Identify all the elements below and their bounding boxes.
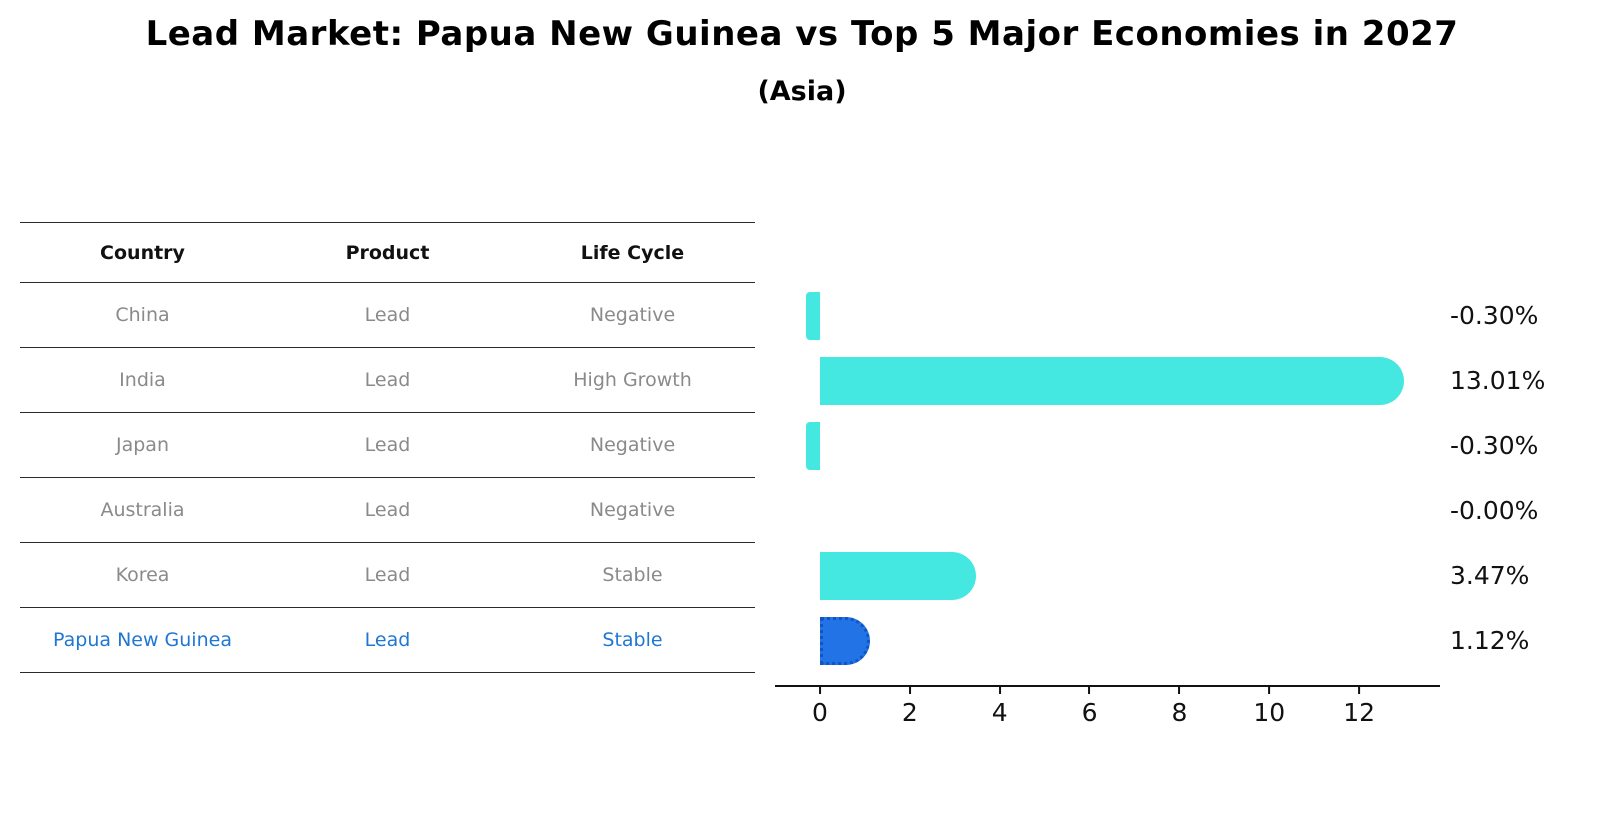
column-header: Life Cycle (580, 241, 685, 264)
bar-japan (806, 421, 820, 470)
bars-area (775, 283, 1440, 673)
value-labels-column: -0.30% 13.01% -0.30% -0.00% 3.47% 1.12% (1450, 222, 1604, 673)
table-cell-life-cycle: High Growth (573, 369, 692, 391)
country-table: Country Product Life Cycle China Lead Negati… (20, 222, 755, 673)
bar-value-label: -0.30% (1450, 301, 1539, 330)
table-cell-product: Lead (364, 564, 411, 586)
column-header: Country (100, 241, 185, 264)
tick-mark (1088, 687, 1091, 694)
table-cell-life-cycle: Stable (602, 629, 663, 651)
bar-value-label: 3.47% (1450, 561, 1530, 590)
table-cell-country: Japan (116, 434, 169, 456)
bar-value-label: 13.01% (1450, 366, 1546, 395)
tick-label: 12 (1343, 698, 1376, 727)
tick-mark (1178, 687, 1181, 694)
x-axis-tick: 2 (902, 687, 918, 727)
table-header-row: Country Product Life Cycle (20, 222, 755, 283)
bar-row (775, 543, 1440, 608)
tick-label: 10 (1253, 698, 1286, 727)
column-header: Product (345, 241, 430, 264)
tick-label: 2 (901, 698, 918, 727)
bar-value-label: -0.00% (1450, 496, 1539, 525)
table-cell-country: India (119, 369, 166, 391)
bar-row (775, 608, 1440, 673)
table-row: India Lead High Growth (20, 348, 755, 413)
bar-row (775, 283, 1440, 348)
table-cell-life-cycle: Negative (589, 434, 676, 456)
table-row: Australia Lead Negative (20, 478, 755, 543)
table-cell-product: Lead (364, 434, 411, 456)
chart-content: Country Product Life Cycle China Lead Negati… (20, 222, 1604, 733)
value-labels: -0.30% 13.01% -0.30% -0.00% 3.47% 1.12% (1450, 283, 1604, 673)
bar-row (775, 348, 1440, 413)
bar-row (775, 478, 1440, 543)
tick-mark (998, 687, 1001, 694)
tick-mark (818, 687, 821, 694)
x-axis-tick: 0 (812, 687, 828, 727)
bar-india (819, 356, 1405, 405)
tick-mark (1358, 687, 1361, 694)
table-cell-product: Lead (364, 629, 411, 651)
x-axis-tick: 6 (1081, 687, 1098, 727)
x-axis-tick: 8 (1171, 687, 1187, 727)
tick-label: 4 (991, 698, 1008, 727)
table-cell-life-cycle: Negative (589, 304, 676, 326)
bar-value-label: 1.12% (1450, 626, 1530, 655)
table-row: China Lead Negative (20, 283, 755, 348)
x-axis-tick: 10 (1253, 687, 1285, 727)
bar-value-label: -0.30% (1450, 431, 1539, 460)
table-cell-life-cycle: Negative (589, 499, 676, 521)
x-axis-tick: 12 (1343, 687, 1375, 727)
highlight-bar-papua-new-guinea (819, 616, 871, 665)
table-cell-product: Lead (364, 499, 411, 521)
chart-spacer (775, 222, 1440, 283)
tick-label: 8 (1171, 698, 1188, 727)
tick-label: 6 (1081, 698, 1098, 727)
tick-mark (908, 687, 911, 694)
chart-subtitle: (Asia) (757, 76, 847, 107)
x-axis-tick: 4 (992, 687, 1008, 727)
x-axis: 0 2 4 6 8 10 12 (775, 685, 1440, 733)
table-row: Papua New Guinea Lead Stable (20, 608, 755, 673)
table-cell-country: China (115, 304, 170, 326)
table-cell-country: Australia (100, 499, 185, 521)
table-cell-life-cycle: Stable (602, 564, 663, 586)
tick-mark (1268, 687, 1271, 694)
bar-chart: 0 2 4 6 8 10 12 (775, 222, 1440, 733)
table-cell-product: Lead (364, 304, 411, 326)
chart-title: Lead Market: Papua New Guinea vs Top 5 M… (145, 14, 1459, 54)
value-spacer (1450, 222, 1604, 283)
table-cell-country: Papua New Guinea (53, 629, 232, 651)
bar-row (775, 413, 1440, 478)
table-cell-product: Lead (364, 369, 411, 391)
table-row: Korea Lead Stable (20, 543, 755, 608)
bar-korea (819, 551, 976, 600)
table-row: Japan Lead Negative (20, 413, 755, 478)
bar-china (806, 291, 820, 340)
table-body: China Lead Negative India Lead High Growth Jap… (20, 283, 755, 673)
tick-label: 0 (811, 698, 828, 727)
table-cell-country: Korea (115, 564, 170, 586)
